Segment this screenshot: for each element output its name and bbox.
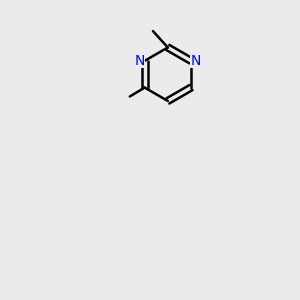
Text: N: N (135, 54, 146, 68)
Text: N: N (190, 54, 201, 68)
